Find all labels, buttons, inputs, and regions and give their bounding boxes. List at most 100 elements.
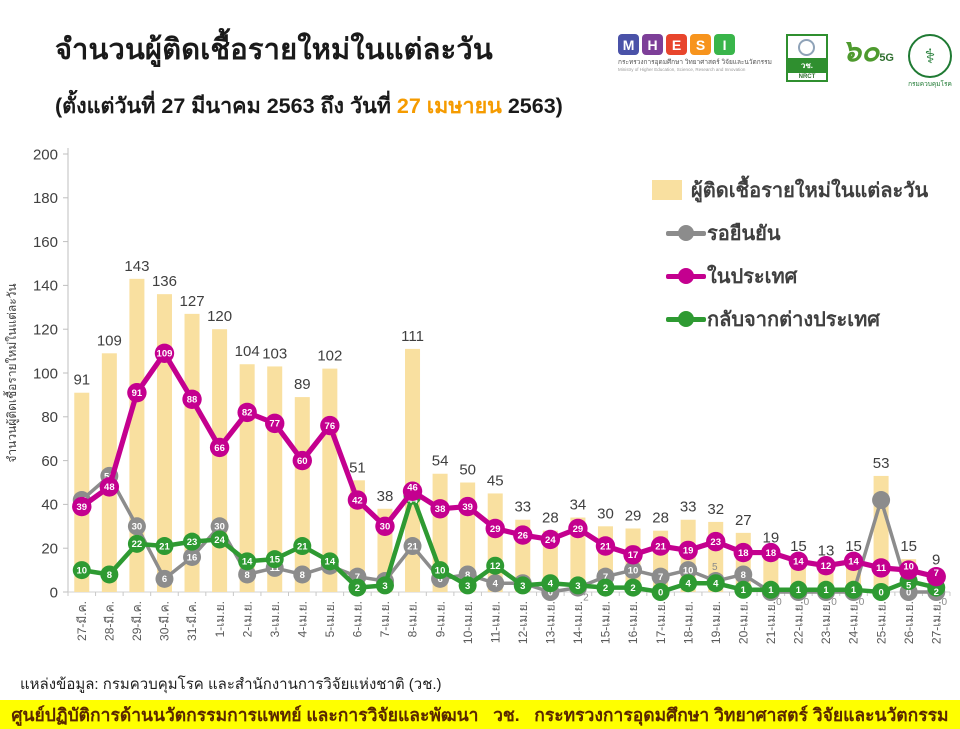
data-point-label: 21: [297, 541, 308, 552]
data-point-label: 21: [159, 541, 170, 552]
data-point-outside-label: 5: [712, 562, 718, 573]
data-point-outside-label: 0: [776, 597, 782, 608]
ddc-caduceus-icon: ⚕: [908, 34, 952, 78]
ddc-logo: ⚕ กรมควบคุมโรค: [908, 34, 952, 89]
data-point-label: 10: [76, 565, 87, 576]
data-point-label: 14: [848, 557, 859, 568]
bar-value-label: 45: [487, 472, 504, 489]
data-point-label: 22: [132, 539, 143, 550]
legend-returnees-line-icon: [666, 317, 706, 322]
bar-value-label: 15: [900, 538, 917, 555]
mhesi-tile-h: H: [642, 34, 663, 55]
data-point-label: 38: [435, 504, 446, 515]
legend-domestic-line-icon: [666, 274, 706, 279]
legend-pending-line-icon: [666, 231, 706, 236]
svg-text:60: 60: [41, 453, 58, 470]
source-note: แหล่งข้อมูล: กรมควบคุมโรค และสำนักงานการ…: [20, 672, 442, 696]
data-point-label: 6: [162, 574, 167, 585]
data-point-outside-label: 0: [859, 597, 865, 608]
data-point-label: 7: [934, 568, 939, 579]
data-point-label: 8: [300, 570, 305, 581]
bar-value-label: 127: [180, 293, 205, 310]
legend-item-domestic: ในประเทศ: [666, 260, 928, 292]
x-tick-label: 2-เม.ย.: [240, 601, 254, 637]
bar-value-label: 28: [652, 510, 669, 527]
data-point-label: 3: [465, 581, 470, 592]
data-point-label: 4: [548, 579, 554, 590]
data-point-label: 8: [741, 570, 746, 581]
mhesi-tile-e: E: [666, 34, 687, 55]
data-point-outside-label: 0: [831, 597, 837, 608]
data-point: [872, 491, 890, 509]
x-tick-label: 11-เม.ย.: [488, 601, 502, 643]
bar-value-label: 54: [432, 453, 449, 470]
legend-item-pending: รอยืนยัน: [666, 217, 928, 249]
data-point-label: 11: [876, 563, 887, 574]
data-point-label: 0: [658, 587, 663, 598]
data-point-label: 76: [325, 421, 336, 432]
subtitle-suffix: 2563): [502, 94, 563, 118]
data-point-label: 29: [573, 524, 584, 535]
x-tick-label: 18-เม.ย.: [681, 601, 695, 644]
bar-value-label: 89: [294, 376, 311, 393]
footer-text: ศูนย์ปฏิบัติการด้านนวัตกรรมการแพทย์ และก…: [11, 701, 948, 729]
data-point-label: 10: [628, 565, 639, 576]
x-tick-label: 19-เม.ย.: [709, 601, 723, 644]
data-point-label: 3: [520, 581, 525, 592]
data-point-label: 26: [517, 530, 528, 541]
data-point-label: 14: [325, 557, 336, 568]
data-point-label: 10: [903, 561, 914, 572]
nrct-thai-abbr: วช.: [788, 58, 826, 73]
data-point-label: 15: [269, 554, 280, 565]
data-point-outside-label: 2: [583, 593, 589, 604]
svg-text:0: 0: [50, 584, 58, 601]
data-point-label: 23: [710, 537, 721, 548]
data-point-label: 5: [906, 580, 912, 591]
legend-item-daily-cases: ผู้ติดเชื้อรายใหม่ในแต่ละวัน: [652, 174, 928, 206]
mhesi-english-name: Ministry of Higher Education, Science, R…: [618, 67, 745, 72]
legend-pending-label: รอยืนยัน: [707, 217, 781, 249]
bar-value-label: 53: [873, 455, 890, 472]
data-point-label: 66: [214, 443, 225, 454]
x-tick-label: 10-เม.ย.: [461, 601, 475, 644]
x-tick-label: 28-มี.ค.: [103, 601, 117, 641]
svg-text:160: 160: [33, 234, 58, 251]
x-tick-label: 6-เม.ย.: [351, 601, 365, 637]
bar-value-label: 29: [625, 507, 642, 524]
data-point-outside-label: 0: [804, 597, 810, 608]
series-layer-1: 3948911098866827760764230463839292624292…: [72, 344, 946, 587]
chart-area: 020406080100120140160180200จำนวนผู้ติดเช…: [0, 144, 960, 666]
x-tick-label: 12-เม.ย.: [516, 601, 530, 644]
bar-value-label: 104: [235, 343, 260, 360]
bar-value-label: 9: [932, 551, 940, 568]
data-point-label: 8: [245, 570, 250, 581]
data-point-label: 60: [297, 456, 308, 467]
data-point-label: 109: [157, 349, 173, 360]
x-tick-label: 5-เม.ย.: [323, 601, 337, 637]
data-point-label: 39: [462, 502, 473, 513]
mhesi-tile-s: S: [690, 34, 711, 55]
x-tick-label: 27-มี.ค.: [75, 601, 89, 641]
data-point-label: 4: [713, 579, 719, 590]
bar-value-label: 136: [152, 273, 177, 290]
data-point-label: 3: [575, 581, 580, 592]
x-tick-label: 4-เม.ย.: [295, 601, 309, 637]
x-tick-label: 15-เม.ย.: [599, 601, 613, 644]
mhesi-tile-m: M: [618, 34, 639, 55]
data-point-label: 2: [603, 583, 608, 594]
data-point-label: 17: [628, 550, 639, 561]
svg-text:120: 120: [33, 321, 58, 338]
x-tick-label: 9-เม.ย.: [433, 601, 447, 637]
bar-value-label: 143: [124, 258, 149, 275]
x-tick-label: 16-เม.ย.: [626, 601, 640, 644]
bar-value-label: 51: [349, 459, 366, 476]
x-tick-label: 7-เม.ย.: [378, 601, 392, 637]
bar-value-label: 28: [542, 510, 559, 527]
x-tick-label: 13-เม.ย.: [544, 601, 558, 644]
data-point-label: 14: [242, 557, 253, 568]
data-point-label: 42: [352, 495, 363, 506]
data-point-label: 12: [490, 561, 501, 572]
bar-value-label: 102: [317, 348, 342, 365]
data-point-label: 18: [766, 548, 777, 559]
x-tick-label: 17-เม.ย.: [654, 601, 668, 644]
